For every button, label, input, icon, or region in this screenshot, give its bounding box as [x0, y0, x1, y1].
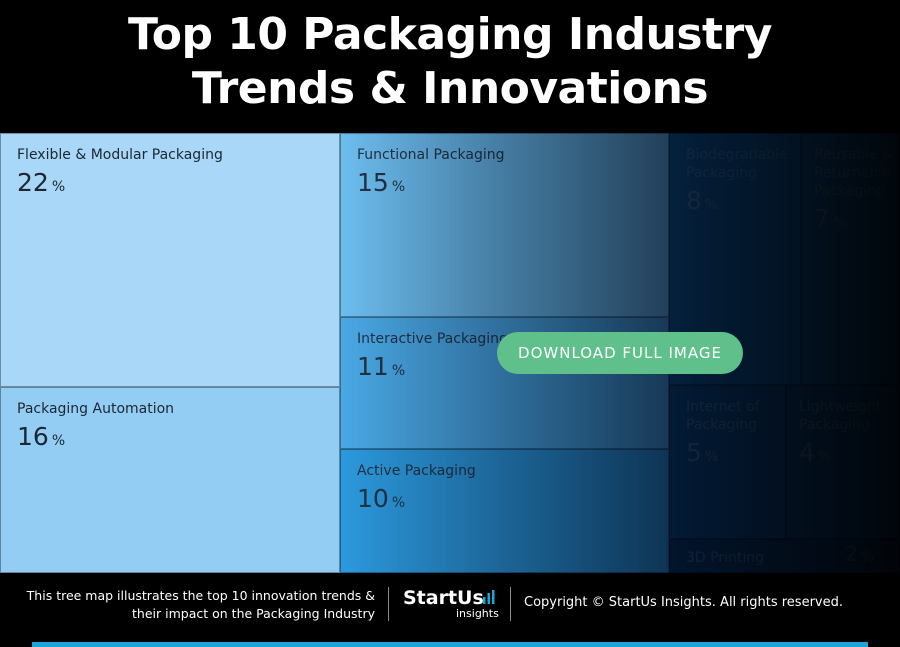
footer-divider [510, 587, 511, 621]
tile-value: 16% [17, 422, 66, 451]
tile-value: 10% [357, 484, 406, 513]
tile-functional: Functional Packaging 15% [340, 133, 669, 317]
tile-label: Functional Packaging [357, 147, 505, 163]
tile-lightweight: Lightweight Packaging 4% [786, 385, 900, 539]
tile-label: Interactive Packaging [357, 331, 508, 347]
tile-packaging-automation: Packaging Automation 16% [0, 387, 340, 573]
tile-3d-printing: 3D Printing 2% [669, 539, 900, 573]
title-line-1: Top 10 Packaging Industry [128, 9, 772, 60]
tile-label: 3D Printing [686, 550, 764, 566]
tile-value: 2% [845, 542, 875, 566]
tile-value: 15% [357, 168, 406, 197]
tile-value: 11% [357, 352, 406, 381]
tile-label: Active Packaging [357, 463, 476, 479]
tile-label: Flexible & Modular Packaging [17, 147, 223, 163]
tile-active: Active Packaging 10% [340, 449, 669, 573]
tile-label: Reusable & Returnable Packaging [814, 147, 894, 199]
treemap: Flexible & Modular Packaging 22% Packagi… [0, 133, 900, 573]
title-line-2: Trends & Innovations [191, 63, 709, 114]
footer-caption: This tree map illustrates the top 10 inn… [15, 587, 375, 623]
tile-label: Lightweight Packaging [799, 399, 882, 433]
caption-line-2: their impact on the Packaging Industry [132, 606, 375, 621]
tile-value: 7% [814, 204, 847, 233]
tile-value: 4% [799, 438, 832, 467]
tile-flexible-modular: Flexible & Modular Packaging 22% [0, 133, 340, 387]
caption-line-1: This tree map illustrates the top 10 inn… [26, 588, 375, 603]
tile-label: Biodegradable Packaging [686, 147, 788, 181]
startus-logo[interactable]: StartUs [403, 587, 484, 609]
tile-value: 8% [686, 186, 719, 215]
copyright-text: Copyright © StartUs Insights. All rights… [524, 595, 843, 610]
footer-divider [388, 587, 389, 621]
tile-value: 22% [17, 168, 66, 197]
footer: This tree map illustrates the top 10 inn… [0, 573, 900, 647]
tile-label: Internet of Packaging [686, 399, 760, 433]
logo-subtitle: insights [456, 607, 499, 620]
tile-reusable-returnable: Reusable & Returnable Packaging 7% [801, 133, 900, 385]
tile-label: Packaging Automation [17, 401, 175, 417]
tile-internet-of-packaging: Internet of Packaging 5% [669, 385, 786, 539]
download-full-image-button[interactable]: DOWNLOAD FULL IMAGE [497, 332, 743, 374]
tile-value: 5% [686, 438, 719, 467]
bar-chart-icon [483, 590, 495, 604]
bottom-accent-bar [32, 642, 868, 647]
page-title: Top 10 Packaging Industry Trends & Innov… [0, 8, 900, 116]
